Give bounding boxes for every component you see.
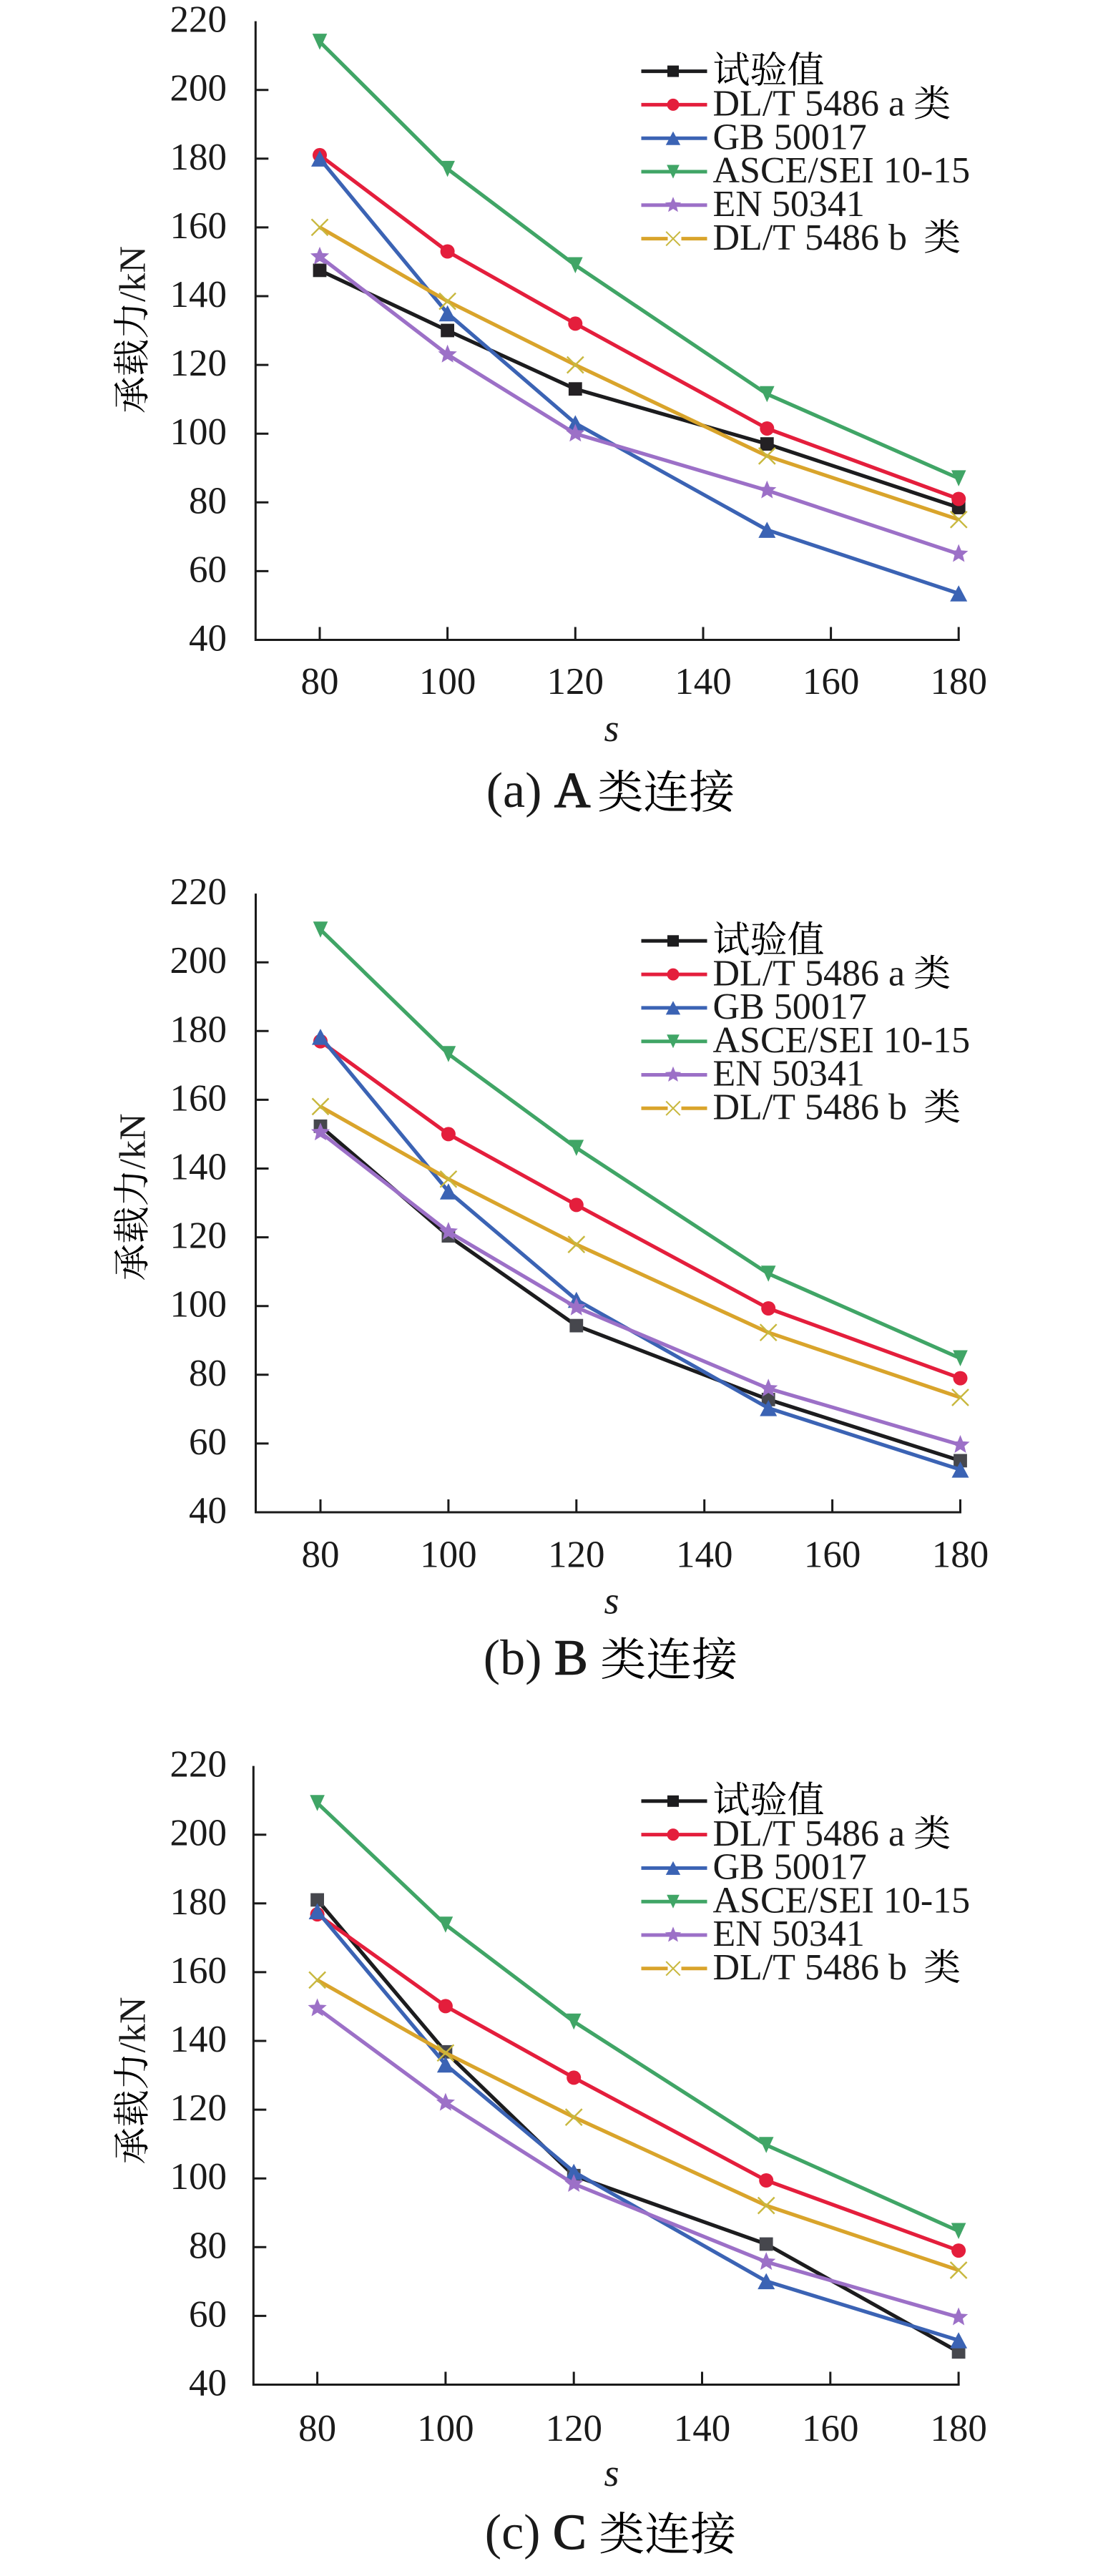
svg-text:180: 180 [930,2408,987,2449]
svg-text:s: s [604,2452,619,2494]
svg-text:80: 80 [189,1353,227,1394]
svg-text:80: 80 [302,1534,340,1576]
svg-text:(c): (c) [485,2505,553,2560]
svg-text:220: 220 [170,1744,227,1786]
svg-text:140: 140 [170,2019,227,2060]
svg-text:160: 160 [802,2408,859,2449]
svg-text:DL/T 5486 a: DL/T 5486 a [713,84,915,124]
svg-text:EN 50341: EN 50341 [713,1914,865,1954]
svg-text:GB 50017: GB 50017 [713,986,867,1027]
svg-text:160: 160 [170,1950,227,1992]
svg-text:C: C [553,2505,587,2560]
svg-text:120: 120 [170,2087,227,2129]
svg-text:180: 180 [930,661,987,702]
svg-text:80: 80 [189,480,227,521]
svg-text:100: 100 [419,661,476,702]
svg-text:EN 50341: EN 50341 [713,1054,865,1094]
svg-text:DL/T 5486 a: DL/T 5486 a [713,1813,915,1854]
svg-text:B: B [554,1631,588,1686]
svg-text:/kN: /kN [113,1997,154,2053]
svg-text:100: 100 [170,2156,227,2198]
svg-text:s: s [604,707,619,750]
svg-text:A: A [554,763,591,818]
svg-text:140: 140 [170,1147,227,1188]
svg-text:220: 220 [170,0,227,41]
svg-text:60: 60 [189,549,227,590]
svg-text:80: 80 [189,2225,227,2266]
svg-text:ASCE/SEI 10-15: ASCE/SEI 10-15 [713,1880,971,1921]
svg-text:100: 100 [420,1534,477,1576]
svg-text:120: 120 [170,343,227,384]
svg-text:100: 100 [417,2408,474,2449]
svg-text:40: 40 [189,1490,227,1532]
svg-text:(a): (a) [486,763,554,818]
svg-text:180: 180 [932,1534,989,1576]
svg-text:EN 50341: EN 50341 [713,184,865,225]
svg-text:140: 140 [675,661,732,702]
svg-text:120: 120 [170,1215,227,1257]
svg-text:160: 160 [170,1077,227,1119]
svg-text:180: 180 [170,1881,227,1923]
svg-text:140: 140 [170,274,227,315]
svg-text:200: 200 [170,68,227,109]
svg-text:/kN: /kN [113,246,154,302]
svg-text:40: 40 [189,2363,227,2404]
svg-text:140: 140 [676,1534,733,1576]
svg-text:GB 50017: GB 50017 [713,117,867,157]
svg-text:120: 120 [545,2408,602,2449]
svg-text:60: 60 [189,1421,227,1463]
svg-text:120: 120 [547,661,604,702]
svg-text:60: 60 [189,2293,227,2335]
svg-text:180: 180 [170,1009,227,1050]
svg-text:DL/T 5486 b: DL/T 5486 b [713,1947,917,1988]
svg-text:180: 180 [170,137,227,178]
svg-text:ASCE/SEI 10-15: ASCE/SEI 10-15 [713,1020,971,1061]
svg-text:ASCE/SEI 10-15: ASCE/SEI 10-15 [713,150,971,191]
svg-text:GB 50017: GB 50017 [713,1847,867,1888]
svg-text:200: 200 [170,940,227,981]
svg-text:80: 80 [298,2408,336,2449]
svg-text:100: 100 [170,1284,227,1326]
svg-text:160: 160 [803,661,860,702]
svg-text:80: 80 [301,661,339,702]
svg-text:(b): (b) [484,1631,554,1686]
svg-text:s: s [604,1580,619,1622]
svg-text:220: 220 [170,871,227,913]
svg-text:/kN: /kN [113,1114,154,1170]
svg-text:140: 140 [674,2408,731,2449]
svg-text:120: 120 [548,1534,605,1576]
svg-text:100: 100 [170,411,227,453]
svg-text:160: 160 [804,1534,861,1576]
svg-text:200: 200 [170,1813,227,1854]
svg-text:DL/T 5486 a: DL/T 5486 a [713,953,915,994]
svg-text:160: 160 [170,205,227,247]
svg-text:DL/T 5486 b: DL/T 5486 b [713,1087,917,1128]
svg-text:40: 40 [189,618,227,660]
svg-text:DL/T 5486 b: DL/T 5486 b [713,217,917,258]
